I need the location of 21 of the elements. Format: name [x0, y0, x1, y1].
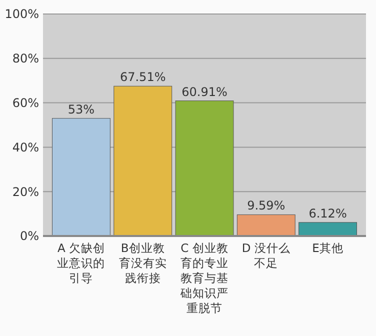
- data-label: 60.91%: [182, 84, 228, 99]
- bar: [175, 100, 234, 236]
- y-tick-label: 100%: [4, 7, 39, 22]
- bar: [298, 222, 358, 236]
- y-tick-label: 0%: [20, 229, 39, 244]
- y-tick-label: 40%: [12, 140, 39, 154]
- x-tick-label: A 欠缺创业意识的引导: [57, 241, 106, 285]
- bar: [236, 214, 296, 236]
- data-label: 9.59%: [247, 198, 286, 213]
- data-label: 53%: [68, 102, 95, 116]
- y-tick-label: 60%: [12, 96, 39, 110]
- bar: [52, 118, 110, 236]
- x-tick-label: B创业教育没有实践衔接: [118, 241, 167, 285]
- x-tick-label: D 没什么不足: [242, 241, 290, 270]
- x-tick-label: E其他: [312, 241, 344, 255]
- y-tick-label: 20%: [12, 184, 39, 199]
- bar: [114, 86, 172, 236]
- y-tick-label: 80%: [12, 52, 39, 66]
- x-tick-label: C 创业教育的专业教育与基础知识严重脱节: [180, 241, 228, 315]
- data-label: 6.12%: [308, 206, 347, 220]
- data-label: 67.51%: [120, 70, 166, 84]
